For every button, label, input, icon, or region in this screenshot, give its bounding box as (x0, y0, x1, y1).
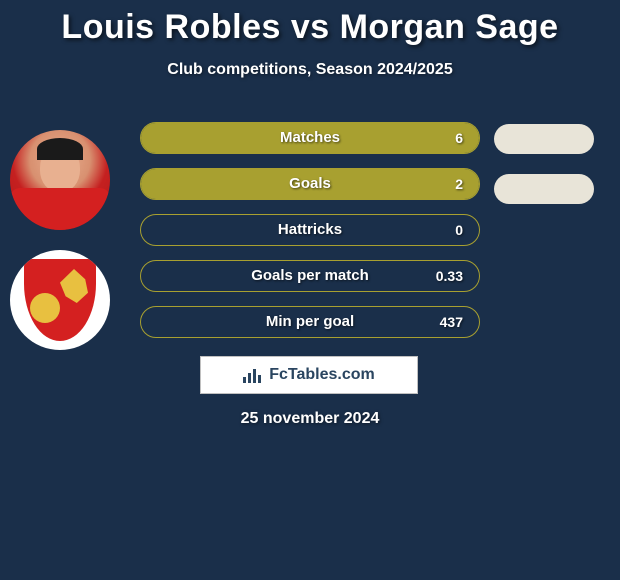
stat-row: Min per goal437 (140, 306, 480, 338)
stat-value: 0 (455, 215, 463, 245)
date-label: 25 november 2024 (0, 410, 620, 428)
stat-value: 437 (440, 307, 463, 337)
comparison-pill (494, 174, 594, 204)
stat-value: 0.33 (436, 261, 463, 291)
stat-label: Goals per match (141, 261, 479, 291)
stat-label: Matches (141, 123, 479, 153)
stat-row: Hattricks0 (140, 214, 480, 246)
stat-row: Goals2 (140, 168, 480, 200)
player-avatar (10, 130, 110, 230)
stat-label: Hattricks (141, 215, 479, 245)
stat-row: Goals per match0.33 (140, 260, 480, 292)
bar-chart-icon (243, 367, 263, 383)
stat-value: 6 (455, 123, 463, 153)
comparison-pill (494, 124, 594, 154)
stats-panel: Matches6Goals2Hattricks0Goals per match0… (140, 122, 480, 352)
stat-value: 2 (455, 169, 463, 199)
stat-label: Goals (141, 169, 479, 199)
club-crest (10, 250, 110, 350)
avatar-column (10, 130, 110, 370)
page-title: Louis Robles vs Morgan Sage (0, 0, 620, 47)
attribution-box[interactable]: FcTables.com (200, 356, 418, 394)
stat-label: Min per goal (141, 307, 479, 337)
stat-row: Matches6 (140, 122, 480, 154)
attribution-label: FcTables.com (269, 366, 375, 384)
page-subtitle: Club competitions, Season 2024/2025 (0, 61, 620, 79)
